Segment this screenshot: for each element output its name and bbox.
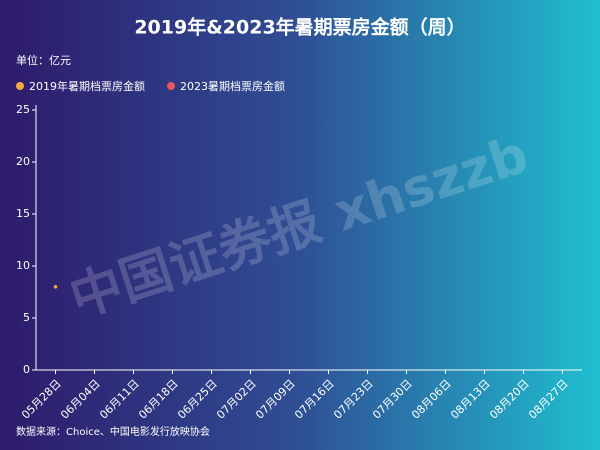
- y-tick-label: 10: [16, 259, 30, 272]
- y-tick-label: 25: [16, 103, 30, 116]
- unit-label: 单位：亿元: [16, 53, 71, 67]
- y-tick-label: 0: [23, 363, 30, 376]
- legend-marker: [16, 82, 24, 90]
- y-tick-label: 20: [16, 155, 30, 168]
- chart-title: 2019年&2023年暑期票房金额（周）: [134, 16, 465, 39]
- legend-marker: [167, 82, 175, 90]
- data-point: [53, 285, 58, 289]
- source: 数据来源：Choice、中国电影发行放映协会: [16, 425, 210, 438]
- y-tick-label: 5: [23, 311, 30, 324]
- legend-label: 2019年暑期档票房金额: [29, 79, 145, 93]
- y-tick-label: 15: [16, 207, 30, 220]
- legend-label: 2023暑期档票房金额: [180, 79, 285, 93]
